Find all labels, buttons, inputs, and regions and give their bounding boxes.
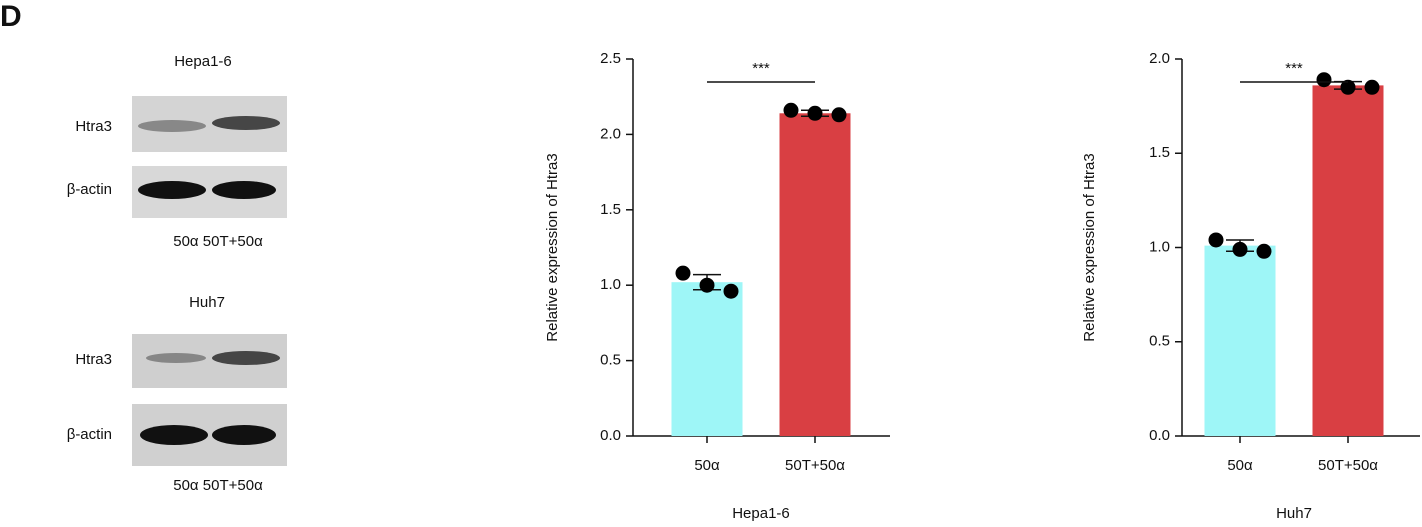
y-axis-label: Relative expression of Htra3 [544, 153, 561, 341]
data-point [675, 265, 691, 281]
band [212, 425, 276, 445]
y-tick-label: 0.0 [600, 427, 621, 444]
y-tick-label: 1.5 [600, 201, 621, 218]
data-point [1208, 232, 1224, 248]
band [146, 353, 206, 363]
blots: Hepa1-6 Htra3 β-actin 50α 50T+50α Huh7 H… [67, 53, 287, 494]
band [138, 120, 206, 132]
data-point [1340, 79, 1356, 95]
blot-row: Htra3 [75, 118, 112, 135]
significance-label: *** [1285, 60, 1303, 77]
y-tick-label: 1.5 [1149, 144, 1170, 161]
data-point [831, 107, 847, 123]
band [212, 351, 280, 365]
data-point [1232, 241, 1248, 257]
blot-lanes: 50α 50T+50α [173, 233, 263, 250]
panel-label: D [0, 0, 22, 33]
blot-row: β-actin [67, 181, 112, 198]
band [138, 181, 206, 199]
x-tick-label: 50α [1227, 457, 1253, 474]
y-tick-label: 2.0 [600, 125, 621, 142]
data-point [699, 277, 715, 293]
blot-row: β-actin [67, 426, 112, 443]
y-tick-label: 0.5 [600, 352, 621, 369]
significance-label: *** [752, 60, 770, 77]
blot-lanes: 50α 50T+50α [173, 477, 263, 494]
data-point [723, 283, 739, 299]
x-tick-label: 50α [694, 457, 720, 474]
x-tick-label: 50T+50α [1318, 457, 1378, 474]
y-tick-label: 1.0 [600, 276, 621, 293]
y-tick-label: 2.0 [1149, 50, 1170, 67]
x-axis-label: Huh7 [1276, 505, 1312, 522]
bar [1204, 245, 1276, 436]
band [140, 425, 208, 445]
y-tick-label: 2.5 [600, 50, 621, 67]
data-point [1316, 72, 1332, 88]
y-tick-label: 0.5 [1149, 333, 1170, 350]
y-tick-label: 0.0 [1149, 427, 1170, 444]
x-tick-label: 50T+50α [785, 457, 845, 474]
data-point [807, 105, 823, 121]
data-point [1364, 79, 1380, 95]
bar [671, 282, 743, 436]
data-point [783, 102, 799, 118]
band [212, 116, 280, 130]
x-axis-label: Hepa1-6 [732, 505, 790, 522]
bar [1312, 85, 1384, 436]
blot-row: Htra3 [75, 351, 112, 368]
blot-title: Hepa1-6 [174, 53, 232, 70]
data-point [1256, 243, 1272, 259]
blot-title: Huh7 [189, 294, 225, 311]
band [212, 181, 276, 199]
bar [779, 113, 851, 437]
y-axis-label: Relative expression of Htra3 [1081, 153, 1098, 341]
y-tick-label: 1.0 [1149, 238, 1170, 255]
